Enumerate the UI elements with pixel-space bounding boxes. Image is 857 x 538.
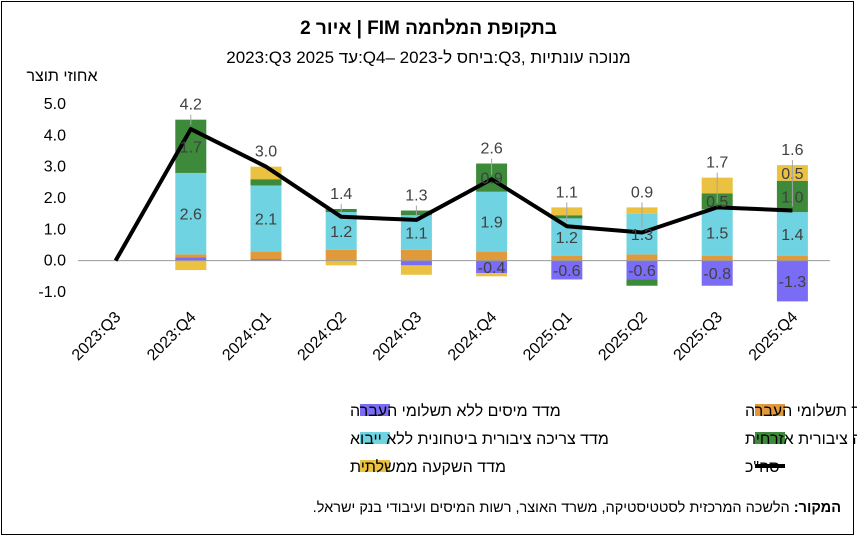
y-tick-label: 4.0 [44,127,66,144]
bar-segment [701,208,733,256]
segment-data-label: 2.1 [255,211,277,228]
y-tick-label: 3.0 [44,159,66,176]
segment-data-label: 1.2 [556,230,578,247]
x-tick-label: 2025:Q1 [520,309,575,364]
bar-segment [250,251,282,260]
y-tick-label: 1.0 [44,221,66,238]
bar-segment [476,191,508,252]
chart-subtitle: 2023:Q3 עד 2025:Q4– ביחס ל-2023:Q3, מנוכ… [226,48,631,67]
source-text: הלשכה המרכזית לסטטיסטיקה, משרד האוצר, רש… [312,500,794,516]
bar-segment [325,249,357,261]
x-tick-label: 2025:Q4 [746,309,801,364]
total-data-label: 1.6 [781,142,803,159]
y-tick-label: 0.0 [44,253,66,270]
bar-segment [400,265,432,275]
bar-segment [400,260,432,266]
y-tick-label: 5.0 [44,96,66,113]
segment-data-label: -0.6 [553,263,581,280]
legend-label: מדד תשלומי העברה [745,402,857,420]
legend-label: סה"כ [745,459,780,476]
bar-segment [776,255,808,261]
chart-title: איור 2 | FIM בתקופת המלחמה [300,18,557,39]
bar-segment [175,254,207,258]
x-tick-label: 2023:Q3 [69,309,124,364]
y-axis-label: אחוזי תוצר [26,68,98,85]
total-data-label: 4.2 [180,97,202,114]
bar-segment [626,254,658,261]
x-tick-label: 2024:Q3 [370,309,425,364]
total-data-label: 2.6 [480,141,502,158]
bar-segment [701,260,733,286]
bar-segment [175,257,207,261]
source-label: המקור: [793,500,841,516]
bar-segment [626,279,658,286]
x-tick-label: 2024:Q1 [219,309,274,364]
bar-segment [551,255,583,261]
source-note: המקור: הלשכה המרכזית לסטטיסטיקה, משרד הא… [313,500,841,516]
x-tick-label: 2024:Q2 [295,309,350,364]
bar-segment [175,172,207,255]
segment-data-label: 1.4 [781,227,803,244]
total-data-label: 1.7 [706,155,728,172]
total-data-label: 1.4 [330,186,352,203]
bar-segment [701,255,733,261]
segment-data-label: -1.3 [779,274,807,291]
segment-data-label: 0.9 [480,171,502,188]
segment-data-label: -0.4 [478,260,506,277]
bar-segment [776,260,808,302]
y-tick-label: 2.0 [44,190,66,207]
bar-segment [250,185,282,252]
segment-data-label: 1.1 [405,225,427,242]
segment-data-label: 1.3 [631,227,653,244]
segment-data-label: 1.2 [330,224,352,241]
legend-swatch [360,460,390,472]
x-tick-label: 2024:Q4 [445,309,500,364]
total-data-label: 3.0 [255,144,277,161]
total-line [113,127,793,262]
legend-label: מדד צריכה ציבורית אזרחית [745,431,857,448]
bar-segment [476,251,508,261]
x-tick-label: 2025:Q2 [595,309,650,364]
total-data-label: 0.9 [631,184,653,201]
x-tick-label: 2025:Q3 [671,309,726,364]
segment-data-label: 1.5 [706,225,728,242]
bar-segment [476,273,508,277]
segment-data-label: -0.6 [628,263,656,280]
bar-segment [325,260,357,266]
x-tick-label: 2023:Q4 [144,309,199,364]
legend-label: מדד השקעה ממשלתית [350,458,506,476]
legend-swatch [360,432,390,444]
segment-data-label: -0.8 [703,266,731,283]
bar-segment [476,260,508,274]
bar-segment [551,260,583,280]
segment-data-label: 1.7 [180,139,202,156]
bar-segment [400,249,432,261]
total-data-label: 1.1 [556,184,578,201]
bar-segment [626,260,658,280]
bar-segment [250,259,282,261]
legend-label: מדד צריכה ציבורית ביטחונית ללא ייבוא [350,430,609,448]
bar-segment [175,260,207,271]
total-data-label: 1.3 [405,188,427,205]
legend-swatch [755,432,785,444]
segment-data-label: 1.9 [480,215,502,232]
legend-label: מדד מיסים ללא תשלומי העברה [350,402,561,420]
segment-data-label: 2.6 [180,207,202,224]
legend-swatch [360,404,390,416]
y-tick-label: -1.0 [38,284,66,301]
bar-segment [250,179,282,186]
legend-swatch [755,404,785,416]
bar-segment [776,212,808,256]
